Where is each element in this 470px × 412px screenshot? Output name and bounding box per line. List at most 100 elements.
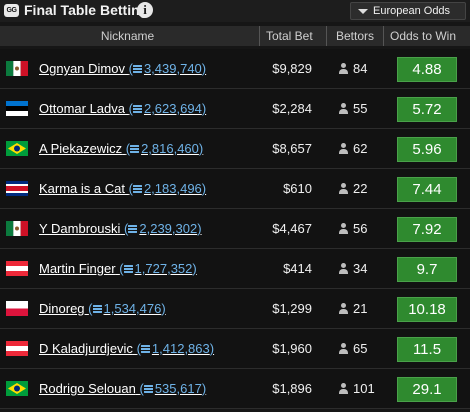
odds-button[interactable]: 5.72 — [397, 97, 457, 122]
odds-button[interactable]: 7.44 — [397, 177, 457, 202]
header-divider — [326, 26, 327, 46]
player-name[interactable]: Y Dambrouski — [39, 221, 121, 236]
bettors-count: 56 — [353, 221, 368, 236]
odds-button[interactable]: 9.7 — [397, 257, 457, 282]
chip-value: 2,239,302 — [139, 221, 198, 236]
mexico-flag-icon — [6, 61, 28, 76]
person-icon — [339, 263, 348, 274]
table-row[interactable]: Rodrigo Selouan (535,617) $1,896 101 29.1 — [0, 369, 470, 409]
table-row[interactable]: Ottomar Ladva (2,623,694) $2,284 55 5.72 — [0, 89, 470, 129]
chip-value: 535,617 — [154, 381, 202, 396]
bettors-count: 22 — [353, 181, 368, 196]
chip-stack-icon — [140, 344, 150, 354]
chip-value: 1,727,352 — [134, 261, 193, 276]
chip-stack-icon — [128, 224, 138, 234]
player-name[interactable]: Karma is a Cat — [39, 181, 125, 196]
column-header-bettors[interactable]: Bettors — [336, 29, 375, 43]
player-name[interactable]: Ottomar Ladva — [39, 101, 125, 116]
table-row[interactable]: Martin Finger (1,727,352) $414 34 9.7 — [0, 249, 470, 289]
chip-stack-icon — [132, 64, 142, 74]
chip-count: (1,412,863) — [136, 341, 215, 356]
chip-count: (2,816,460) — [125, 141, 204, 156]
chip-count: (3,439,740) — [128, 61, 207, 76]
total-bet-value: $1,896 — [272, 381, 312, 396]
person-icon — [339, 223, 348, 234]
chip-count: (2,623,694) — [128, 101, 207, 116]
person-icon — [339, 63, 348, 74]
bettors-count: 65 — [353, 341, 368, 356]
player-name-link[interactable]: Y Dambrouski (2,239,302) — [39, 221, 202, 236]
player-name-link[interactable]: Ottomar Ladva (2,623,694) — [39, 101, 206, 116]
total-bet-value: $414 — [283, 261, 312, 276]
total-bet-value: $610 — [283, 181, 312, 196]
ggpoker-logo-icon: GG — [4, 4, 19, 17]
mexico-flag-icon — [6, 221, 28, 236]
total-bet-value: $1,299 — [272, 301, 312, 316]
chip-value: 1,412,863 — [151, 341, 210, 356]
bettors-count: 84 — [353, 61, 368, 76]
player-name-link[interactable]: Dinoreg (1,534,476) — [39, 301, 166, 316]
person-icon — [339, 143, 348, 154]
column-header-nickname[interactable]: Nickname — [100, 29, 155, 43]
chip-count: (2,239,302) — [124, 221, 202, 236]
header-divider — [383, 26, 384, 46]
austria-flag-icon — [6, 341, 28, 356]
chip-stack-icon — [132, 184, 142, 194]
bettors-count: 62 — [353, 141, 368, 156]
chip-count: (2,183,496) — [128, 181, 207, 196]
table-row[interactable]: Y Dambrouski (2,239,302) $4,467 56 7.92 — [0, 209, 470, 249]
table-row[interactable]: D Kaladjurdjevic (1,412,863) $1,960 65 11.5 — [0, 329, 470, 369]
person-icon — [339, 183, 348, 194]
chip-value: 2,623,694 — [143, 101, 202, 116]
odds-button[interactable]: 7.92 — [397, 217, 457, 242]
table-row[interactable]: A Piekazewicz (2,816,460) $8,657 62 5.96 — [0, 129, 470, 169]
bettors-count: 101 — [353, 381, 375, 396]
player-name[interactable]: Rodrigo Selouan — [39, 381, 136, 396]
player-name-link[interactable]: Ognyan Dimov (3,439,740) — [39, 61, 206, 76]
odds-button[interactable]: 5.96 — [397, 137, 457, 162]
odds-button[interactable]: 11.5 — [397, 337, 457, 362]
player-name[interactable]: D Kaladjurdjevic — [39, 341, 133, 356]
odds-button[interactable]: 29.1 — [397, 377, 457, 402]
player-name-link[interactable]: Martin Finger (1,727,352) — [39, 261, 197, 276]
odds-button[interactable]: 10.18 — [397, 297, 457, 322]
bettors-count: 21 — [353, 301, 368, 316]
chip-count: (1,534,476) — [88, 301, 166, 316]
player-name[interactable]: Dinoreg — [39, 301, 85, 316]
odds-button[interactable]: 4.88 — [397, 57, 457, 82]
chip-stack-icon — [130, 144, 140, 154]
chip-stack-icon — [123, 264, 133, 274]
column-header-total-bet[interactable]: Total Bet — [266, 29, 313, 43]
poland-flag-icon — [6, 301, 28, 316]
total-bet-value: $4,467 — [272, 221, 312, 236]
player-name[interactable]: A Piekazewicz — [39, 141, 123, 156]
person-icon — [339, 303, 348, 314]
odds-format-select[interactable]: European Odds — [350, 2, 466, 20]
player-name[interactable]: Ognyan Dimov — [39, 61, 125, 76]
austria-flag-icon — [6, 261, 28, 276]
chip-value: 2,183,496 — [143, 181, 202, 196]
total-bet-value: $8,657 — [272, 141, 312, 156]
chip-stack-icon — [132, 104, 142, 114]
chip-value: 3,439,740 — [143, 61, 202, 76]
title-bar: GG Final Table Betting i European Odds — [0, 0, 470, 22]
player-name-link[interactable]: Karma is a Cat (2,183,496) — [39, 181, 206, 196]
table-row[interactable]: Dinoreg (1,534,476) $1,299 21 10.18 — [0, 289, 470, 329]
header-divider — [259, 26, 260, 46]
player-name-link[interactable]: D Kaladjurdjevic (1,412,863) — [39, 341, 214, 356]
chip-stack-icon — [92, 304, 102, 314]
chip-value: 1,534,476 — [103, 301, 162, 316]
table-row[interactable]: Ognyan Dimov (3,439,740) $9,829 84 4.88 — [0, 49, 470, 89]
bettors-count: 34 — [353, 261, 368, 276]
column-header-odds[interactable]: Odds to Win — [390, 29, 457, 43]
person-icon — [339, 383, 348, 394]
total-bet-value: $1,960 — [272, 341, 312, 356]
person-icon — [339, 103, 348, 114]
estonia-flag-icon — [6, 101, 28, 116]
player-name-link[interactable]: A Piekazewicz (2,816,460) — [39, 141, 203, 156]
player-name[interactable]: Martin Finger — [39, 261, 116, 276]
player-name-link[interactable]: Rodrigo Selouan (535,617) — [39, 381, 206, 396]
page-title: Final Table Betting — [24, 2, 149, 18]
info-icon[interactable]: i — [137, 2, 153, 18]
table-row[interactable]: Karma is a Cat (2,183,496) $610 22 7.44 — [0, 169, 470, 209]
